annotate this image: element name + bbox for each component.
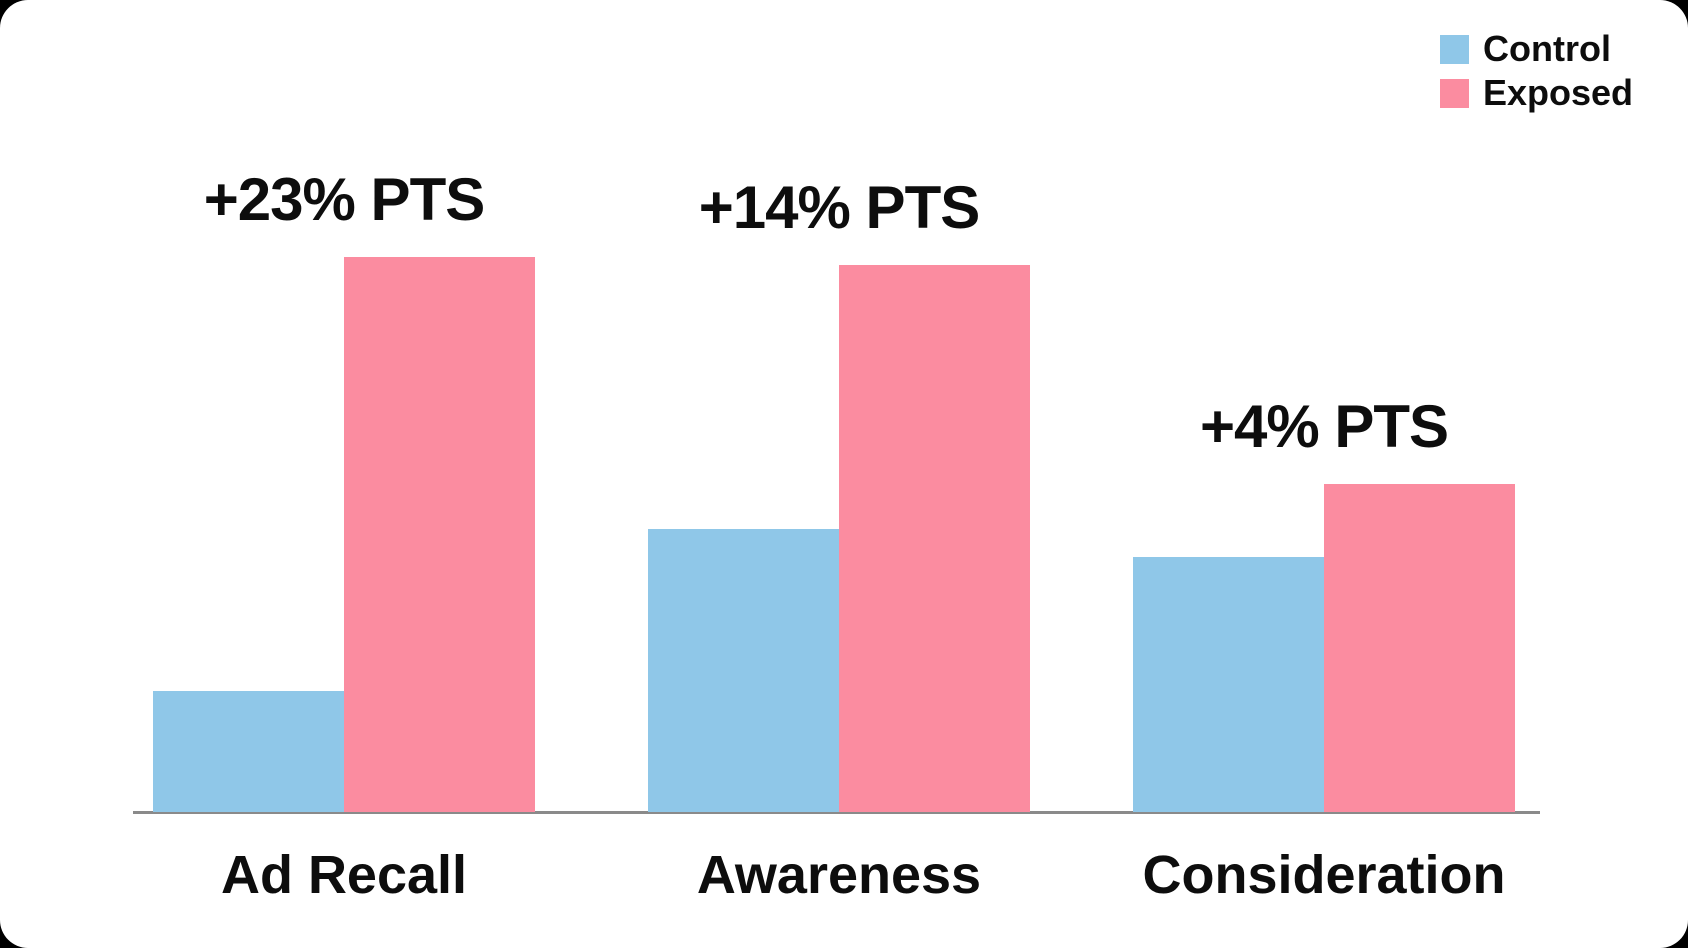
legend-item-control: Control [1440, 27, 1633, 71]
x-axis-line [133, 811, 1540, 814]
category-label-0: Ad Recall [220, 845, 468, 905]
lift-annotation-2: +4% PTS [1199, 393, 1449, 460]
control-bar-0 [153, 691, 344, 812]
exposed-bar-0 [344, 257, 535, 812]
control-color-swatch [1440, 34, 1469, 64]
lift-annotation-1: +14% PTS [698, 174, 981, 241]
category-label-1: Awareness [696, 845, 982, 905]
exposed-bar-2 [1324, 484, 1515, 812]
exposed-color-swatch [1440, 78, 1469, 108]
legend: Control Exposed [1440, 27, 1633, 115]
category-label-2: Consideration [1142, 845, 1506, 905]
control-bar-2 [1133, 557, 1324, 812]
lift-annotation-0: +23% PTS [203, 166, 486, 233]
legend-label-control: Control [1483, 28, 1611, 69]
legend-label-exposed: Exposed [1483, 72, 1634, 113]
legend-item-exposed: Exposed [1440, 71, 1633, 115]
control-bar-1 [648, 529, 839, 812]
exposed-bar-1 [839, 265, 1030, 812]
